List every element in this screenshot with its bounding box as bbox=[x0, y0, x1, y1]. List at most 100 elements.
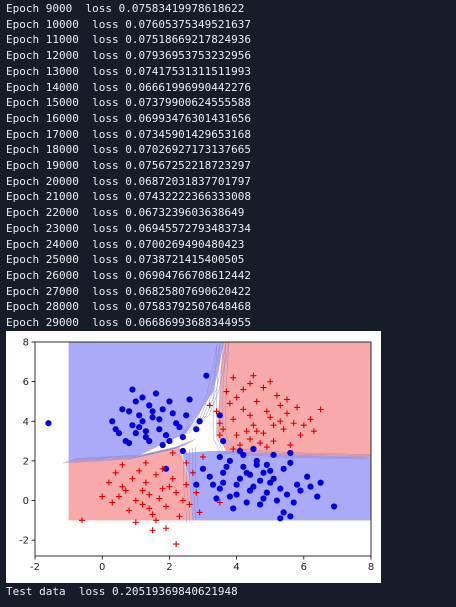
point-blue bbox=[250, 483, 257, 490]
point-blue bbox=[129, 386, 136, 393]
point-red bbox=[267, 378, 274, 385]
point-blue bbox=[159, 441, 166, 449]
axis-ticks: -2 0 2 4 6 8 -2 0 2 4 6 8 bbox=[19, 338, 374, 574]
point-red bbox=[186, 501, 193, 508]
point-red bbox=[156, 495, 163, 502]
point-red bbox=[139, 501, 146, 508]
log-line: Epoch 12000 loss 0.07936953753232956 bbox=[6, 49, 252, 63]
point-red bbox=[216, 499, 223, 506]
point-red bbox=[287, 442, 294, 449]
boundary-contour bbox=[192, 447, 197, 520]
boundary-contour bbox=[195, 446, 200, 519]
point-red bbox=[119, 461, 126, 468]
point-blue bbox=[287, 459, 294, 466]
point-red bbox=[136, 467, 143, 474]
point-blue bbox=[186, 396, 193, 403]
region-blue bbox=[182, 450, 371, 521]
log-line: Epoch 15000 loss 0.07379900624555588 bbox=[6, 96, 252, 110]
point-blue bbox=[260, 469, 267, 476]
point-blue bbox=[277, 485, 284, 492]
boundary-contour bbox=[225, 434, 371, 455]
point-red bbox=[116, 493, 122, 500]
point-red bbox=[149, 511, 156, 518]
point-blue bbox=[240, 463, 247, 470]
point-blue bbox=[146, 402, 153, 409]
boundary-contour bbox=[68, 440, 190, 462]
log-line: Epoch 29000 loss 0.06686993688344955 bbox=[6, 316, 252, 330]
point-red bbox=[163, 503, 170, 510]
point-red bbox=[139, 487, 146, 494]
point-red bbox=[307, 416, 314, 423]
point-red bbox=[247, 412, 254, 419]
point-red bbox=[132, 497, 139, 504]
point-blue bbox=[236, 475, 244, 482]
point-blue bbox=[176, 424, 183, 431]
log-line: Epoch 10000 loss 0.07605375349521637 bbox=[6, 17, 252, 31]
boundary-contour bbox=[74, 438, 196, 459]
point-blue bbox=[280, 465, 287, 472]
point-blue bbox=[216, 412, 223, 419]
point-blue bbox=[246, 471, 254, 478]
point-red bbox=[112, 469, 119, 476]
point-red bbox=[216, 432, 223, 439]
point-blue bbox=[45, 420, 52, 427]
point-blue bbox=[230, 505, 237, 512]
point-blue bbox=[317, 479, 324, 486]
point-blue bbox=[179, 447, 186, 455]
point-blue bbox=[290, 499, 297, 506]
point-blue bbox=[109, 418, 116, 425]
point-red bbox=[260, 430, 267, 437]
point-red bbox=[176, 513, 183, 520]
console-log: Epoch 9000 loss 0.07583419978618622 Epoch… bbox=[6, 1, 251, 331]
point-blue bbox=[220, 469, 227, 476]
x-tick-label: 6 bbox=[301, 562, 307, 573]
point-blue bbox=[233, 491, 240, 498]
point-red bbox=[196, 509, 203, 516]
point-red bbox=[257, 440, 264, 447]
point-red bbox=[297, 432, 304, 439]
point-blue bbox=[193, 481, 200, 488]
point-blue bbox=[196, 418, 203, 425]
y-tick-label: 4 bbox=[23, 417, 29, 428]
point-blue bbox=[293, 481, 301, 488]
point-red bbox=[267, 414, 274, 421]
log-line: Epoch 19000 loss 0.07567252218723297 bbox=[6, 159, 252, 173]
point-blue bbox=[226, 457, 233, 464]
point-blue bbox=[277, 515, 284, 522]
point-blue bbox=[280, 509, 287, 516]
point-red bbox=[240, 386, 247, 393]
point-red bbox=[169, 475, 176, 482]
point-blue bbox=[257, 477, 264, 484]
point-blue bbox=[257, 501, 264, 508]
point-blue bbox=[149, 408, 156, 415]
point-blue bbox=[166, 398, 173, 405]
point-red bbox=[294, 404, 301, 411]
point-blue bbox=[213, 495, 220, 502]
point-red bbox=[213, 408, 220, 415]
point-blue bbox=[136, 412, 143, 419]
point-blue bbox=[132, 430, 139, 437]
log-line: Epoch 11000 loss 0.07518669217824936 bbox=[6, 33, 252, 47]
point-blue bbox=[236, 447, 244, 455]
point-blue bbox=[220, 437, 227, 445]
point-red bbox=[152, 517, 159, 524]
point-blue bbox=[250, 445, 257, 453]
point-red bbox=[99, 493, 106, 500]
y-tick-label: 8 bbox=[23, 338, 29, 349]
point-blue bbox=[260, 495, 267, 502]
point-blue bbox=[119, 406, 126, 413]
point-red bbox=[290, 420, 297, 427]
point-red bbox=[122, 487, 129, 494]
point-blue bbox=[162, 465, 170, 472]
point-red bbox=[284, 410, 290, 417]
point-red bbox=[183, 459, 190, 466]
point-red bbox=[149, 527, 156, 534]
point-blue bbox=[193, 426, 200, 433]
point-red bbox=[277, 402, 284, 409]
point-blue bbox=[132, 398, 139, 405]
region-blue bbox=[68, 342, 224, 461]
boundary-contour bbox=[182, 342, 224, 436]
point-blue bbox=[307, 483, 314, 490]
point-blue bbox=[162, 432, 170, 439]
point-red bbox=[105, 479, 112, 486]
